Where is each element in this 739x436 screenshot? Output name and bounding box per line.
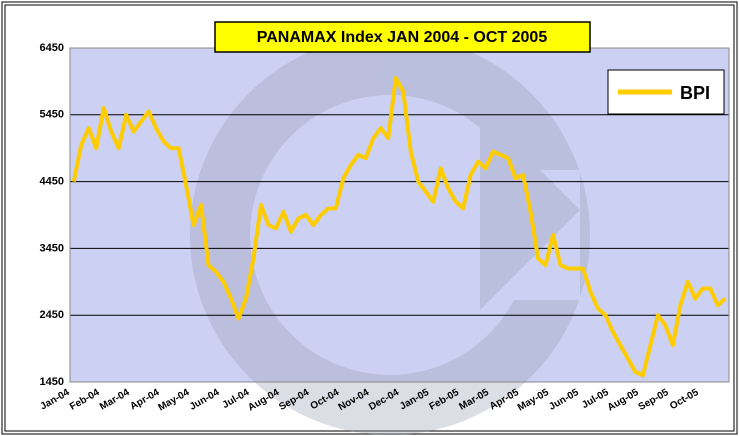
legend-label: BPI [680, 83, 710, 103]
x-tick-label: Jun-05 [547, 387, 581, 413]
x-tick-label: Oct-05 [668, 387, 701, 412]
x-tick-label: Sep-05 [637, 387, 671, 413]
x-tick-label: May-05 [516, 387, 551, 414]
title-box [214, 21, 591, 53]
frame-inner [4, 4, 735, 432]
x-tick-label: Jun-04 [188, 387, 222, 413]
chart-title: PANAMAX Index JAN 2004 - OCT 2005 [257, 29, 548, 46]
x-tick-label: Jan-04 [39, 387, 72, 413]
y-tick-label: 2450 [40, 309, 64, 321]
series-line [71, 76, 727, 378]
y-tick-label: 4450 [40, 176, 64, 188]
x-tick-label: Feb-04 [68, 387, 102, 413]
y-tick-label: 5450 [40, 109, 64, 121]
y-tick-label: 1450 [40, 376, 64, 388]
x-tick-label: May-04 [156, 387, 191, 414]
x-tick-label: Jul-04 [221, 387, 252, 411]
x-tick-label: Apr-04 [128, 387, 161, 413]
y-tick-label: 6450 [40, 42, 64, 54]
x-tick-label: Jul-05 [580, 387, 611, 411]
x-tick-label: Aug-05 [606, 387, 641, 414]
x-tick-label: Aug-04 [246, 387, 281, 414]
x-tick-label: Mar-04 [98, 387, 132, 413]
y-tick-label: 3450 [40, 242, 64, 254]
series [71, 76, 727, 378]
